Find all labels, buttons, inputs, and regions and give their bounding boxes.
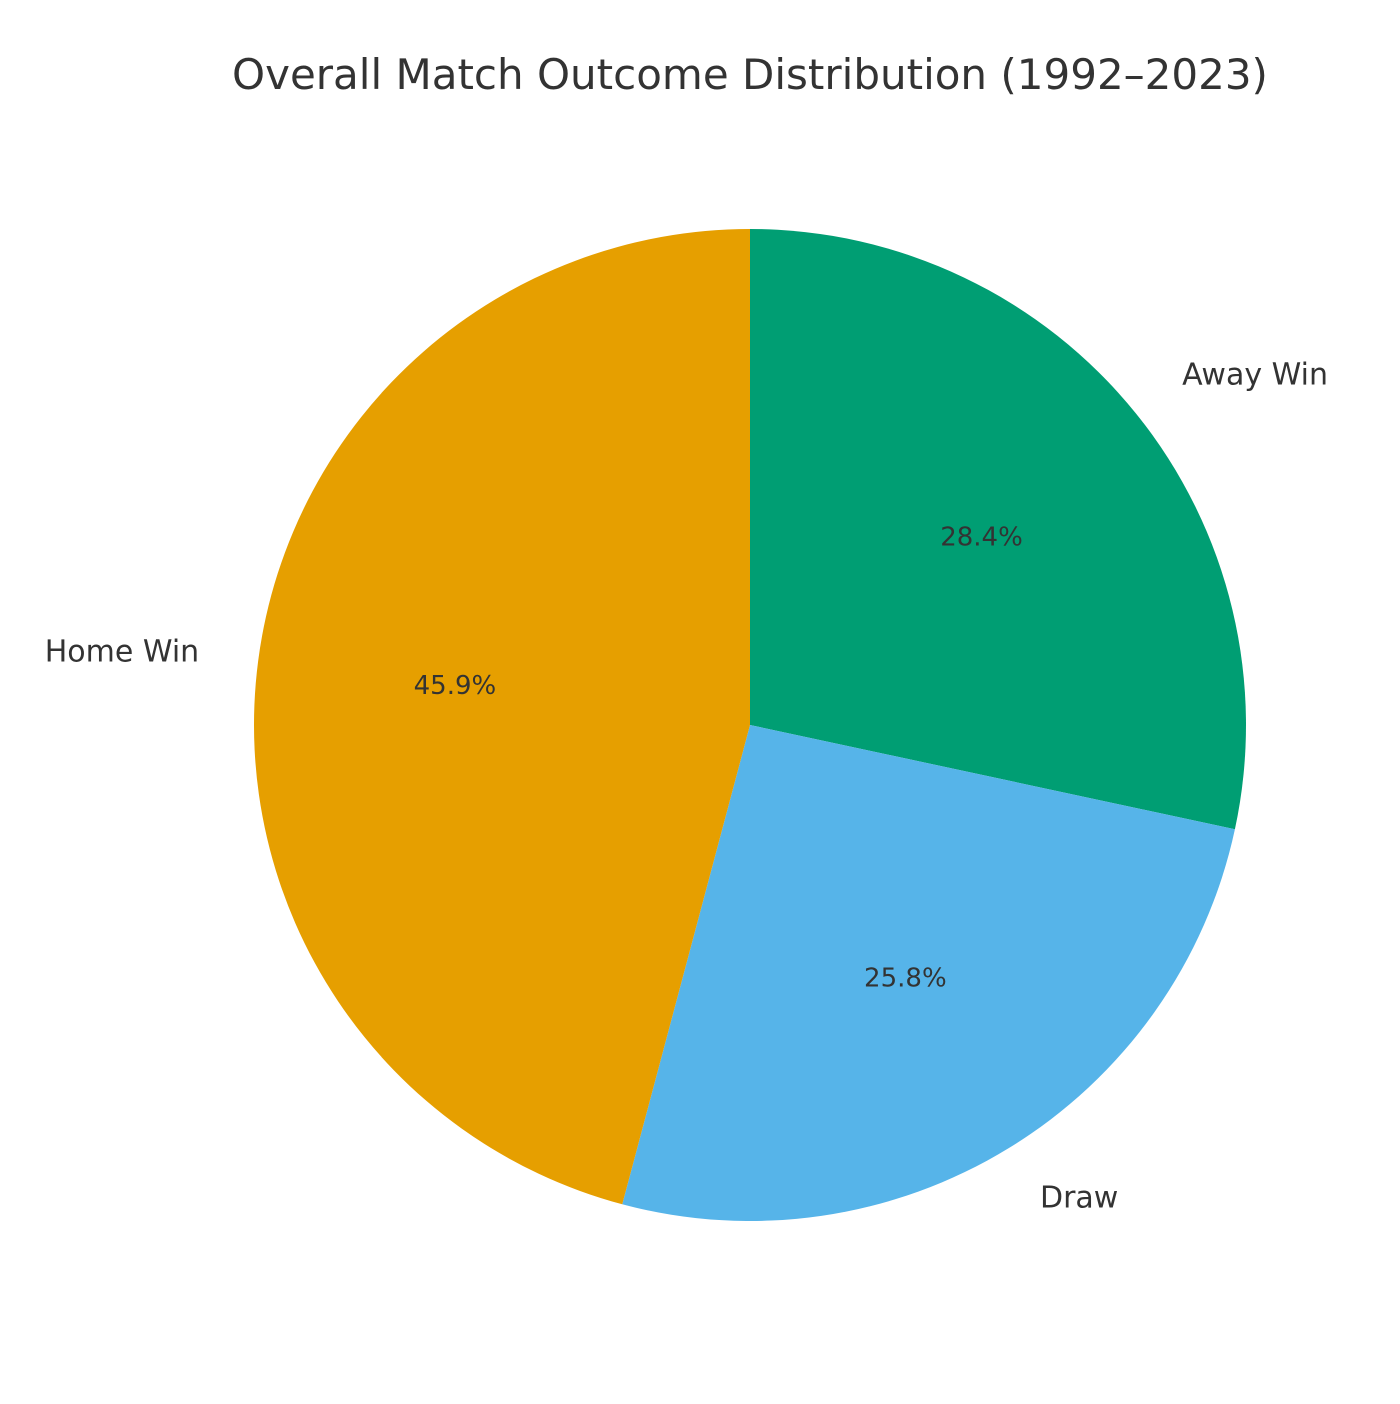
slice-home-win bbox=[253, 229, 750, 1205]
slice-draw bbox=[622, 725, 1235, 1222]
pie-slices bbox=[253, 229, 1246, 1222]
slice-label-draw: Draw bbox=[1040, 1180, 1118, 1215]
pct-label-away-win: 28.4% bbox=[940, 522, 1023, 552]
pie-labels: Away Win 28.4% Draw 25.8% Home Win 45.9% bbox=[45, 357, 1328, 1215]
slice-away-win bbox=[750, 229, 1246, 830]
slice-label-away-win: Away Win bbox=[1182, 357, 1328, 392]
slice-label-home-win: Home Win bbox=[45, 634, 199, 669]
pct-label-draw: 25.8% bbox=[864, 963, 947, 993]
pct-label-home-win: 45.9% bbox=[414, 671, 497, 701]
chart-title: Overall Match Outcome Distribution (1992… bbox=[232, 50, 1268, 99]
